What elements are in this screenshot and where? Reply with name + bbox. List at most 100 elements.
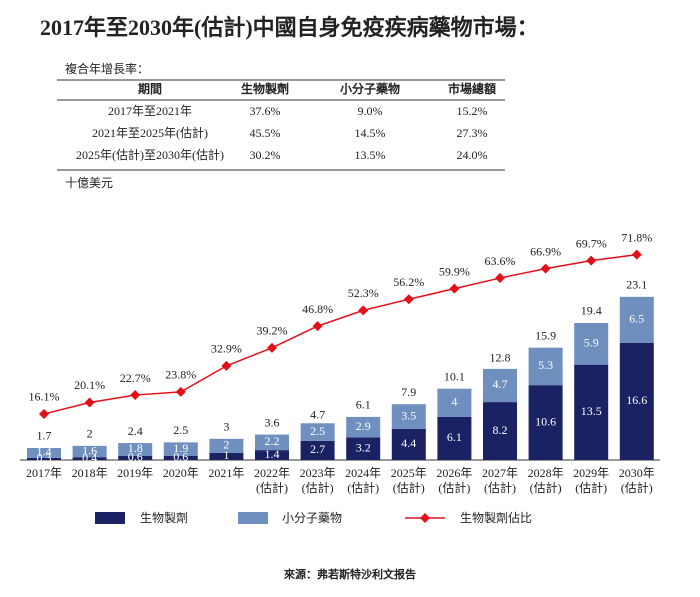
source: 來源：弗若斯特沙利文报告 xyxy=(284,567,416,581)
bar xyxy=(209,452,244,460)
x-tick-label: 2027年 (估計) xyxy=(481,466,518,495)
legend-label: 小分子藥物 xyxy=(282,511,342,525)
total-label: 15.9 xyxy=(535,328,556,342)
data-label: 71.8% xyxy=(621,230,652,244)
bar xyxy=(528,385,563,460)
bar xyxy=(72,457,107,460)
table-header: 期間 xyxy=(138,81,162,96)
data-label: 2.9 xyxy=(356,419,371,433)
bar xyxy=(483,368,517,403)
bar xyxy=(72,445,107,458)
line-marker xyxy=(221,360,232,371)
data-label: 3.5 xyxy=(401,408,416,422)
data-label: 69.7% xyxy=(576,236,607,250)
legend-swatch xyxy=(420,513,430,523)
data-label: 1 xyxy=(223,448,229,462)
table-cell: 30.2% xyxy=(250,148,281,162)
table-cell: 2025年(估計)至2030年(估計) xyxy=(76,147,224,162)
data-label: 1.9 xyxy=(173,441,188,455)
data-label: 4.4 xyxy=(401,436,416,450)
data-label: 16.6 xyxy=(626,393,647,407)
line-marker xyxy=(312,321,323,332)
legend-label: 生物製劑 xyxy=(140,510,188,525)
data-label: 6.1 xyxy=(447,430,462,444)
bar xyxy=(118,443,153,456)
x-tick-label: 2019年 xyxy=(117,466,154,480)
table-header: 生物製劑 xyxy=(241,81,289,96)
data-label: 23.8% xyxy=(165,368,196,382)
data-label: 10.6 xyxy=(535,414,556,428)
line-marker xyxy=(175,386,186,397)
bar xyxy=(300,440,335,460)
x-tick-label: 2025年 (估計) xyxy=(390,466,427,495)
total-label: 7.9 xyxy=(401,385,416,399)
x-tick-label: 2023年 (估計) xyxy=(299,466,336,495)
table-cell: 15.2% xyxy=(457,104,488,118)
bar xyxy=(300,423,335,441)
bar xyxy=(209,438,244,453)
total-label: 23.1 xyxy=(626,278,647,292)
bar xyxy=(437,388,472,417)
table-header: 小分子藥物 xyxy=(340,81,400,96)
x-tick-label: 2024年 (估計) xyxy=(345,466,382,495)
data-label: 4 xyxy=(451,395,457,409)
data-label: 1.8 xyxy=(128,441,143,455)
data-label: 3.2 xyxy=(356,440,371,454)
line-marker xyxy=(540,263,551,274)
data-label: 1.4 xyxy=(265,447,280,461)
table-cell: 45.5% xyxy=(250,126,281,140)
bar xyxy=(163,442,198,456)
line-marker xyxy=(495,273,505,284)
title: 2017年至2030年(估計)中國自身免疫疾病藥物市場： xyxy=(40,15,539,40)
bar xyxy=(346,416,381,438)
bar xyxy=(391,404,426,429)
table-cell: 2017年至2021年 xyxy=(108,104,192,118)
table-cell: 37.6% xyxy=(250,104,281,118)
data-label: 5.3 xyxy=(538,358,553,372)
data-label: 16.1% xyxy=(29,390,60,404)
data-label: 66.9% xyxy=(530,244,561,258)
total-label: 3 xyxy=(223,420,229,434)
legend-swatch xyxy=(238,512,268,524)
line-marker xyxy=(39,408,49,419)
data-label: 0.6 xyxy=(128,450,143,464)
total-label: 2.5 xyxy=(173,423,188,437)
bar xyxy=(391,428,426,460)
unit-label: 十億美元 xyxy=(65,176,113,190)
x-tick-label: 2017年 xyxy=(25,466,62,480)
data-label: 13.5 xyxy=(581,404,602,418)
total-label: 10.1 xyxy=(444,369,465,383)
line-marker xyxy=(449,283,460,294)
x-tick-label: 2028年 (估計) xyxy=(527,466,564,495)
data-label: 2 xyxy=(223,438,229,452)
data-label: 5.9 xyxy=(584,336,599,350)
table-header: 市場總額 xyxy=(448,81,496,96)
bar xyxy=(528,347,563,386)
bar xyxy=(346,437,381,460)
data-label: 1.4 xyxy=(37,445,52,459)
table-cell: 14.5% xyxy=(355,126,386,140)
data-label: 52.3% xyxy=(348,286,379,300)
total-label: 4.7 xyxy=(310,408,325,422)
table-caption: 複合年增長率： xyxy=(65,61,149,76)
bar xyxy=(118,455,153,460)
table-cell: 27.3% xyxy=(457,126,488,140)
bar xyxy=(255,450,289,460)
data-label: 63.6% xyxy=(485,254,516,268)
total-label: 1.7 xyxy=(37,429,52,443)
line-marker xyxy=(84,397,95,408)
line-marker xyxy=(586,255,597,266)
data-label: 2.5 xyxy=(310,424,325,438)
bar xyxy=(437,416,472,460)
bar xyxy=(574,364,609,460)
data-label: 0.4 xyxy=(82,450,97,464)
x-tick-label: 2021年 xyxy=(208,466,245,480)
data-label: 46.8% xyxy=(302,302,333,316)
total-label: 12.8 xyxy=(490,350,511,364)
legend-swatch xyxy=(95,512,125,524)
data-label: 0.3 xyxy=(37,451,52,465)
x-tick-label: 2022年 (估計) xyxy=(253,466,290,495)
x-tick-label: 2026年 (估計) xyxy=(436,466,473,495)
